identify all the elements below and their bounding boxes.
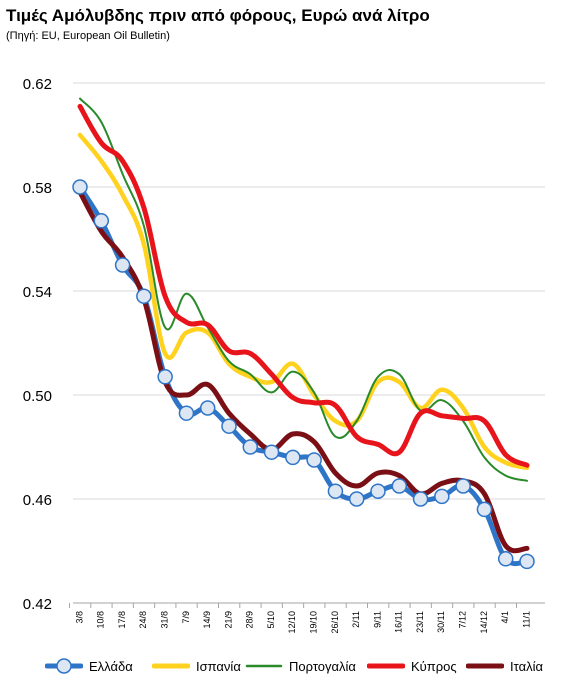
chart-legend: Ελλάδα Ισπανία Πορτογαλία Κύπρος Ιταλία <box>0 651 568 681</box>
x-tick-label: 23/11 <box>415 611 425 633</box>
x-tick-label: 19/10 <box>309 611 319 634</box>
legend-swatch-portugal <box>245 664 283 668</box>
data-point-greece <box>412 491 429 507</box>
x-tick-label: 28/9 <box>245 611 255 629</box>
legend-label-greece: Ελλάδα <box>89 658 133 674</box>
x-tick-label: 12/10 <box>287 611 297 634</box>
data-point-greece <box>178 405 195 421</box>
data-point-greece <box>136 288 152 304</box>
data-point-greece <box>327 483 344 499</box>
legend-label-cyprus: Κύπρος <box>411 658 457 674</box>
data-point-greece <box>391 478 408 494</box>
legend-item-greece: Ελλάδα <box>45 651 133 681</box>
legend-label-portugal: Πορτογαλία <box>289 658 356 674</box>
y-tick-label: 0.42 <box>23 596 52 613</box>
legend-item-cyprus: Κύπρος <box>367 651 457 681</box>
x-tick-label: 5/10 <box>266 611 276 629</box>
data-point-greece <box>157 369 173 385</box>
data-point-greece <box>519 553 535 570</box>
legend-swatch-italy <box>466 663 504 669</box>
x-tick-label: 11/1 <box>521 611 531 628</box>
x-tick-label: 7/12 <box>458 611 468 629</box>
y-tick-label: 0.46 <box>23 492 52 509</box>
y-tick-label: 0.62 <box>23 76 52 93</box>
data-point-greece <box>199 400 216 416</box>
x-tick-label: 17/8 <box>117 611 127 629</box>
x-tick-label: 14/12 <box>479 611 489 634</box>
legend-swatch-greece <box>45 658 83 674</box>
x-tick-label: 31/8 <box>160 611 170 629</box>
legend-item-italy: Ιταλία <box>466 651 543 681</box>
x-tick-label: 3/8 <box>74 611 84 624</box>
x-tick-label: 10/8 <box>96 611 106 629</box>
x-tick-label: 24/8 <box>138 611 148 629</box>
x-tick-label: 4/1 <box>500 611 510 624</box>
x-tick-label: 30/11 <box>436 611 446 633</box>
y-tick-label: 0.50 <box>23 388 52 405</box>
data-point-greece <box>263 444 280 460</box>
y-tick-label: 0.54 <box>23 284 52 301</box>
data-point-greece <box>370 483 386 499</box>
legend-label-spain: Ισπανία <box>196 658 241 674</box>
x-tick-label: 9/11 <box>372 611 382 628</box>
x-tick-label: 7/9 <box>181 611 191 624</box>
legend-item-portugal: Πορτογαλία <box>245 651 356 681</box>
x-tick-label: 26/10 <box>330 611 340 634</box>
legend-item-spain: Ισπανία <box>152 651 241 681</box>
data-point-greece <box>455 478 471 494</box>
series-line-spain <box>77 132 530 471</box>
legend-swatch-spain <box>152 663 190 669</box>
line-chart: 0.42 0.46 0.50 0.54 0.58 0.62 3/8 10/8 17/8 24/8 3… <box>23 76 545 634</box>
data-point-greece <box>306 452 322 468</box>
legend-swatch-cyprus <box>367 663 405 669</box>
data-point-greece <box>285 449 301 466</box>
y-tick-label: 0.58 <box>23 180 52 197</box>
chart-subtitle: (Πηγή: EU, European Oil Bulletin) <box>6 30 170 42</box>
x-tick-label: 16/11 <box>394 611 404 633</box>
series-line-cyprus <box>77 103 530 468</box>
data-point-greece <box>242 439 259 455</box>
data-point-greece <box>497 551 514 567</box>
data-point-greece <box>72 179 88 195</box>
x-tick-label: 21/9 <box>223 611 233 629</box>
series-line-portugal <box>79 97 528 482</box>
data-point-greece <box>348 491 365 507</box>
legend-label-italy: Ιταλία <box>510 658 543 674</box>
chart-title: Τιμές Αμόλυβδης πριν από φόρους, Ευρώ αν… <box>6 6 430 25</box>
data-point-greece <box>221 418 237 434</box>
series-line-italy <box>77 189 530 554</box>
data-point-greece <box>93 213 110 229</box>
data-point-greece <box>476 501 493 518</box>
x-tick-label: 2/11 <box>351 611 361 628</box>
data-point-greece <box>114 257 131 273</box>
x-tick-label: 14/9 <box>202 611 212 629</box>
data-point-greece <box>434 488 450 505</box>
